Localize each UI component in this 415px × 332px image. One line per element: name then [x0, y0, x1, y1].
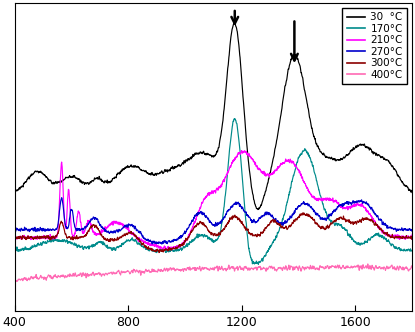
300°C: [359, 217, 364, 221]
270°C: [165, 241, 170, 245]
210°C: [359, 203, 364, 207]
30  °C: [410, 191, 415, 195]
270°C: [58, 204, 63, 208]
Line: 170°C: 170°C: [15, 119, 412, 264]
270°C: [12, 227, 17, 231]
170°C: [12, 249, 17, 253]
30  °C: [58, 179, 63, 183]
400°C: [12, 278, 17, 282]
30  °C: [165, 168, 170, 172]
300°C: [81, 235, 86, 239]
30  °C: [232, 20, 237, 24]
30  °C: [402, 183, 407, 187]
Line: 30  °C: 30 °C: [15, 22, 412, 209]
210°C: [239, 149, 244, 153]
170°C: [410, 249, 415, 253]
400°C: [58, 275, 63, 279]
300°C: [12, 236, 17, 240]
210°C: [12, 239, 17, 243]
30  °C: [182, 160, 187, 164]
270°C: [402, 226, 407, 230]
300°C: [156, 251, 161, 255]
400°C: [365, 262, 370, 266]
270°C: [359, 199, 364, 203]
170°C: [359, 242, 364, 246]
400°C: [14, 280, 19, 284]
210°C: [165, 246, 170, 250]
170°C: [402, 248, 407, 252]
400°C: [410, 265, 415, 269]
30  °C: [359, 143, 364, 147]
30  °C: [12, 190, 17, 194]
270°C: [81, 227, 86, 231]
400°C: [402, 266, 407, 270]
170°C: [182, 245, 187, 249]
270°C: [182, 229, 187, 233]
210°C: [182, 240, 187, 244]
400°C: [359, 266, 364, 270]
300°C: [301, 211, 306, 215]
300°C: [165, 248, 170, 252]
210°C: [402, 234, 407, 238]
210°C: [81, 231, 86, 235]
Line: 300°C: 300°C: [15, 213, 412, 253]
300°C: [410, 237, 415, 241]
Legend: 30  °C, 170°C, 210°C, 270°C, 300°C, 400°C: 30 °C, 170°C, 210°C, 270°C, 300°C, 400°C: [342, 8, 407, 84]
270°C: [410, 227, 415, 231]
210°C: [410, 232, 415, 236]
170°C: [232, 117, 237, 121]
30  °C: [256, 208, 261, 211]
170°C: [256, 262, 261, 266]
170°C: [58, 238, 63, 242]
170°C: [81, 247, 86, 251]
270°C: [59, 196, 64, 200]
300°C: [402, 236, 407, 240]
400°C: [182, 267, 187, 271]
30  °C: [81, 180, 86, 184]
270°C: [159, 242, 164, 246]
300°C: [58, 222, 63, 226]
170°C: [165, 249, 170, 253]
210°C: [160, 248, 165, 252]
400°C: [81, 273, 86, 277]
Line: 270°C: 270°C: [15, 198, 412, 244]
Line: 400°C: 400°C: [15, 264, 412, 282]
Line: 210°C: 210°C: [15, 151, 412, 250]
300°C: [182, 240, 187, 244]
210°C: [58, 185, 63, 189]
400°C: [165, 268, 170, 272]
